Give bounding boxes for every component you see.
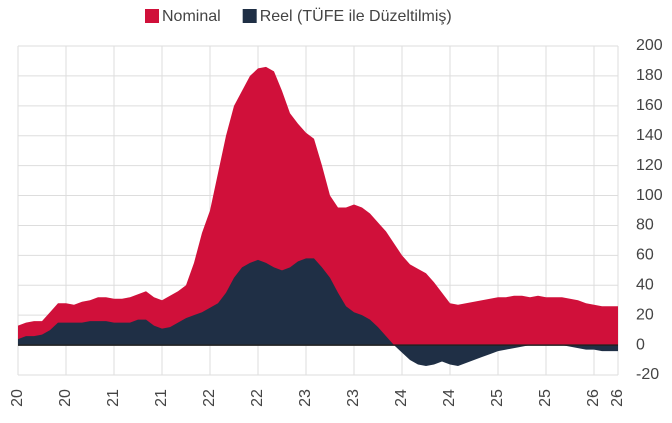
- x-tick-label: 25: [537, 389, 554, 407]
- x-tick-label: 24: [441, 389, 458, 407]
- legend-label: Nominal: [162, 8, 221, 25]
- y-tick-label: -20: [636, 366, 659, 383]
- x-tick-label: 21: [105, 389, 122, 407]
- legend-label: Reel (TÜFE ile Düzeltilmiş): [260, 7, 452, 25]
- y-tick-label: 100: [636, 187, 663, 204]
- y-tick-label: 140: [636, 127, 663, 144]
- y-tick-label: 160: [636, 97, 663, 114]
- y-tick-label: 80: [636, 217, 654, 234]
- x-tick-label: 25: [489, 389, 506, 407]
- y-tick-label: 40: [636, 276, 654, 293]
- x-tick-label: 23: [297, 389, 314, 407]
- legend-swatch: [242, 9, 257, 23]
- legend-swatch: [145, 9, 159, 23]
- x-tick-label: 21: [153, 389, 170, 407]
- x-tick-label: 22: [249, 389, 266, 407]
- y-tick-label: 0: [636, 336, 645, 353]
- x-tick-label: 22: [201, 389, 218, 407]
- x-tick-label: 26: [585, 389, 602, 407]
- area: [18, 258, 618, 367]
- y-tick-label: 120: [636, 157, 663, 174]
- x-tick-label: 20: [57, 389, 74, 407]
- y-tick-label: 200: [636, 37, 663, 54]
- x-tick-label: 26: [609, 389, 626, 407]
- x-tick-label: 20: [9, 389, 26, 407]
- area: [18, 66, 618, 346]
- y-tick-label: 180: [636, 67, 663, 84]
- y-tick-label: 60: [636, 247, 654, 264]
- y-tick-label: 20: [636, 306, 654, 323]
- x-tick-label: 23: [345, 389, 362, 407]
- x-tick-label: 24: [393, 389, 410, 407]
